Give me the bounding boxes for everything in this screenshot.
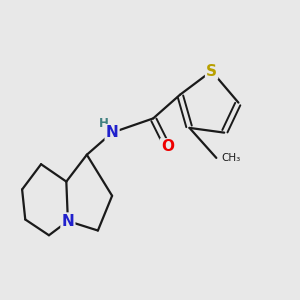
Text: CH₃: CH₃ bbox=[221, 153, 240, 163]
Text: N: N bbox=[106, 125, 118, 140]
Text: S: S bbox=[206, 64, 217, 79]
Text: N: N bbox=[61, 214, 74, 229]
Text: O: O bbox=[161, 139, 174, 154]
Text: H: H bbox=[99, 117, 109, 130]
